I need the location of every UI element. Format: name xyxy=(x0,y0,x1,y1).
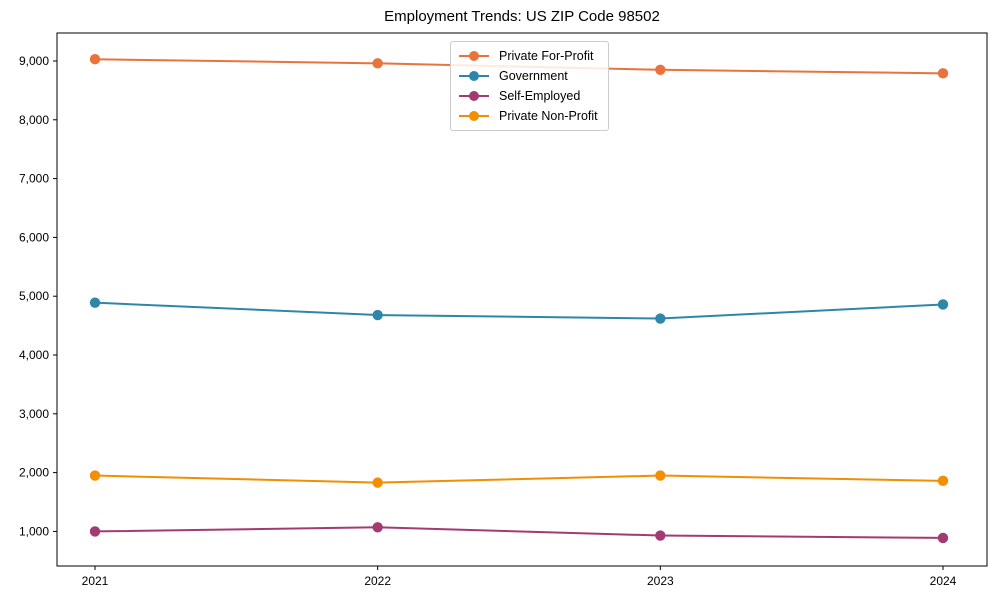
y-tick-label: 5,000 xyxy=(19,289,49,303)
legend-marker-icon xyxy=(459,71,489,81)
legend-marker-icon xyxy=(459,91,489,101)
legend-marker-icon xyxy=(459,111,489,121)
y-tick-label: 2,000 xyxy=(19,466,49,480)
plot-frame xyxy=(56,32,988,567)
series-line-government xyxy=(94,301,944,320)
y-tick-label: 4,000 xyxy=(19,348,49,362)
y-tick-label: 3,000 xyxy=(19,407,49,421)
y-tick-label: 9,000 xyxy=(19,54,49,68)
data-point-self-employed xyxy=(372,522,383,533)
series-line-self-employed xyxy=(94,526,944,539)
x-tick-label: 2024 xyxy=(930,574,957,588)
y-tick-label: 8,000 xyxy=(19,113,49,127)
x-tick-label: 2023 xyxy=(647,574,674,588)
legend-label: Private For-Profit xyxy=(499,49,594,63)
data-point-government xyxy=(937,299,949,310)
data-point-government xyxy=(89,297,101,308)
data-point-private-non-profit xyxy=(372,477,383,488)
data-point-private-non-profit xyxy=(655,470,666,481)
data-point-private-non-profit xyxy=(89,470,101,481)
legend-label: Private Non-Profit xyxy=(499,109,598,123)
y-tick-label: 7,000 xyxy=(19,172,49,186)
data-point-private-for-profit xyxy=(937,68,949,79)
legend-item-private-for-profit: Private For-Profit xyxy=(458,46,598,66)
legend: Private For-Profit Government Self-Employe… xyxy=(450,41,609,131)
y-tick-label: 1,000 xyxy=(19,524,49,538)
data-point-government xyxy=(372,309,383,321)
data-point-private-for-profit xyxy=(89,54,101,65)
legend-item-self-employed: Self-Employed xyxy=(458,86,598,106)
series-line-private-non-profit xyxy=(94,474,944,484)
data-point-self-employed xyxy=(937,532,949,544)
data-point-self-employed xyxy=(89,526,101,537)
legend-item-government: Government xyxy=(458,66,598,86)
chart-title: Employment Trends: US ZIP Code 98502 xyxy=(384,8,660,25)
data-point-private-non-profit xyxy=(937,475,949,487)
x-tick-label: 2022 xyxy=(364,574,391,588)
data-point-private-for-profit xyxy=(655,64,666,76)
legend-label: Government xyxy=(499,69,568,83)
legend-label: Self-Employed xyxy=(499,89,581,103)
data-point-self-employed xyxy=(655,530,666,541)
x-tick-label: 2021 xyxy=(82,574,109,588)
data-point-government xyxy=(655,313,666,324)
legend-marker-icon xyxy=(459,51,489,61)
y-tick-label: 6,000 xyxy=(19,230,49,244)
data-point-private-for-profit xyxy=(372,58,383,69)
legend-item-private-non-profit: Private Non-Profit xyxy=(458,106,598,126)
